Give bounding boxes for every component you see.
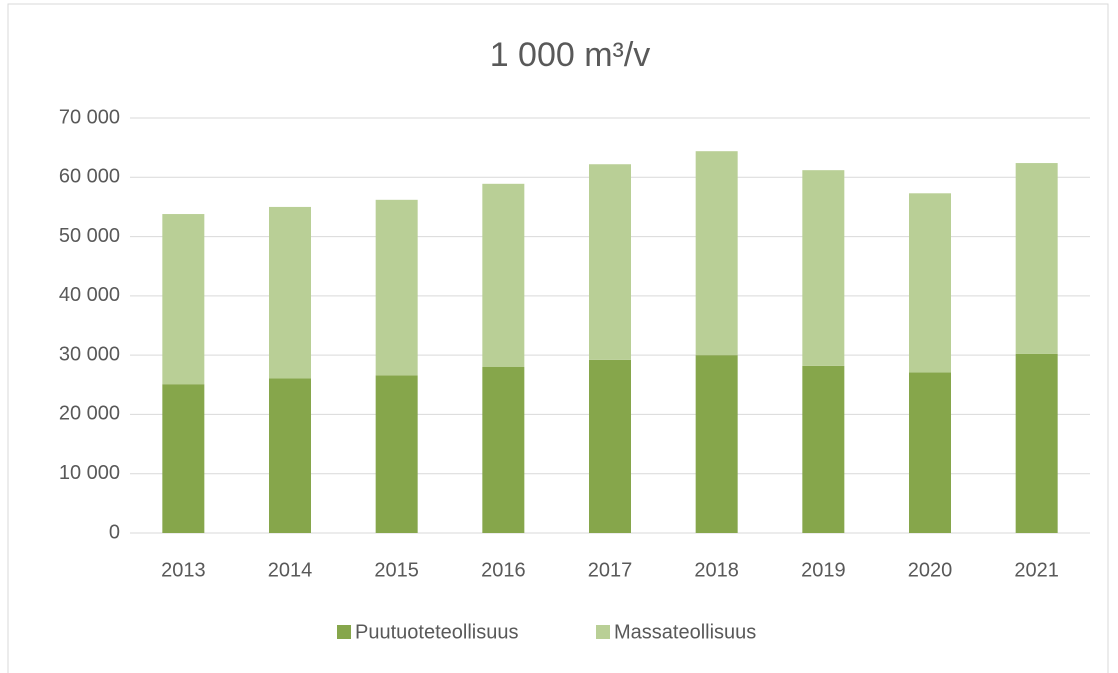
- bar-segment: [909, 193, 951, 373]
- bar-segment: [162, 384, 205, 533]
- bar-segment: [482, 367, 525, 533]
- x-tick-label: 2013: [161, 559, 206, 581]
- bar-segment: [482, 183, 525, 367]
- y-tick-label: 30 000: [59, 343, 120, 365]
- bar-segment: [375, 199, 418, 376]
- bar-segment: [695, 355, 738, 533]
- chart-title: 1 000 m³/v: [490, 36, 651, 74]
- x-tick-label: 2015: [374, 559, 419, 581]
- bar-segment: [1015, 353, 1058, 533]
- legend-swatch: [596, 625, 610, 639]
- y-tick-label: 70 000: [59, 106, 120, 128]
- bar-segment: [269, 378, 311, 533]
- bar-segment: [375, 375, 418, 533]
- x-tick-label: 2016: [481, 559, 526, 581]
- bar-segment: [589, 164, 631, 360]
- x-tick-label: 2019: [801, 559, 846, 581]
- x-tick-label: 2014: [268, 559, 313, 581]
- y-tick-label: 40 000: [59, 284, 120, 306]
- bar-segment: [802, 365, 845, 533]
- bar-segment: [269, 206, 311, 379]
- bar-segment: [909, 372, 951, 533]
- y-tick-label: 0: [109, 521, 120, 543]
- y-tick-label: 10 000: [59, 462, 120, 484]
- bar-segment: [589, 359, 631, 533]
- y-tick-label: 60 000: [59, 166, 120, 188]
- y-tick-label: 20 000: [59, 403, 120, 425]
- x-tick-label: 2017: [588, 559, 633, 581]
- y-tick-label: 50 000: [59, 225, 120, 247]
- legend-swatch: [337, 625, 351, 639]
- bar-segment: [695, 151, 738, 356]
- bar-segment: [802, 170, 845, 366]
- x-tick-label: 2018: [694, 559, 739, 581]
- legend-label: Massateollisuus: [614, 621, 756, 643]
- legend-label: Puutuoteteollisuus: [355, 621, 518, 643]
- x-tick-label: 2020: [908, 559, 953, 581]
- bar-segment: [162, 214, 205, 385]
- bar-segment: [1015, 163, 1058, 354]
- x-tick-label: 2021: [1014, 559, 1059, 581]
